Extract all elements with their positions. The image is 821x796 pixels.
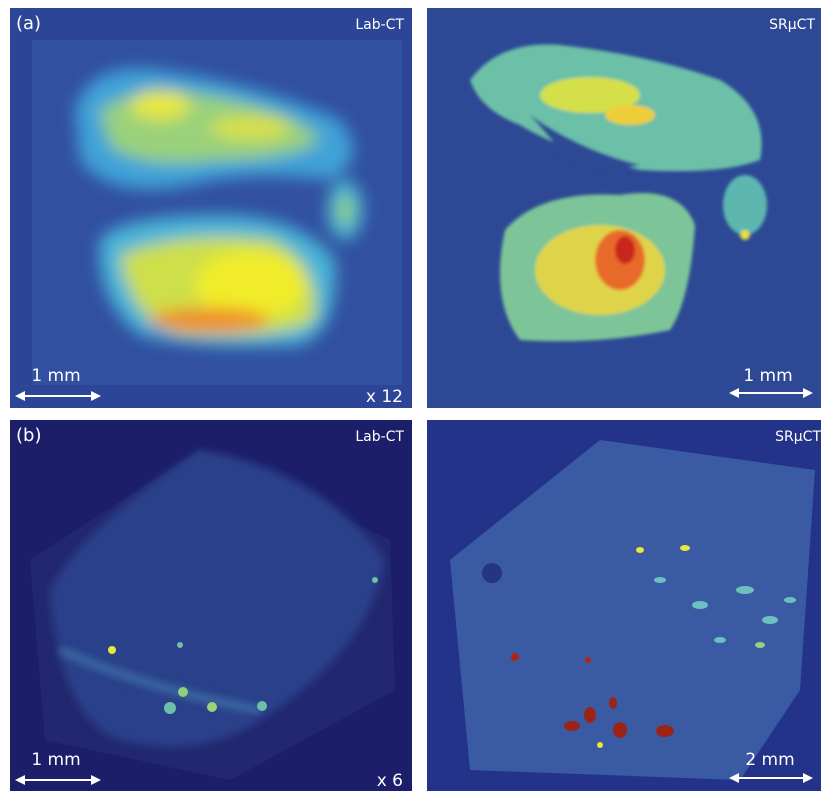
- scale-bar-label: 1 mm: [31, 750, 80, 770]
- method-label: Lab-CT: [355, 429, 404, 445]
- panel-b-lab: (b) Lab-CT 1 mm x 6: [10, 420, 412, 791]
- method-label: SRμCT: [775, 429, 821, 445]
- panel-a-sr: SRμCT 1 mm: [427, 8, 821, 408]
- panel-label: (a): [16, 13, 41, 34]
- scale-bar-label: 1 mm: [31, 366, 80, 386]
- magnification: x 12: [366, 387, 403, 407]
- method-label: SRμCT: [769, 17, 815, 33]
- panel-label: (b): [16, 425, 41, 446]
- panel-b-sr: SRμCT 2 mm: [427, 420, 821, 791]
- method-label: Lab-CT: [355, 17, 404, 33]
- panel-a-lab: (a) Lab-CT 1 mm x 12: [10, 8, 412, 408]
- figure: (a) Lab-CT 1 mm x 12 SRμCT 1 mm: [0, 0, 821, 796]
- scale-bar-label: 1 mm: [743, 366, 792, 386]
- scale-bar-label: 2 mm: [745, 750, 794, 770]
- magnification: x 6: [377, 771, 403, 791]
